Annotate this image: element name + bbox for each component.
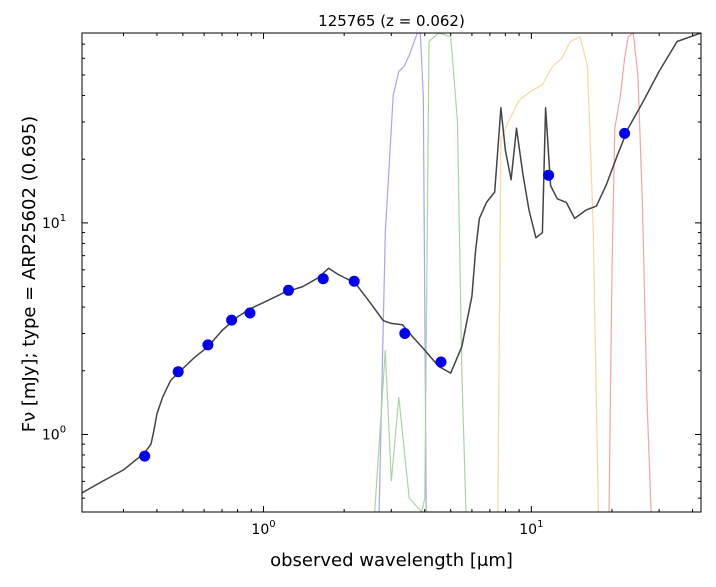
y-axis-ticks: 100 101 — [42, 43, 701, 499]
photometry-point-1 — [139, 450, 151, 462]
y-axis-label: Fν [mJy]; type = ARP25602 (0.695) — [19, 116, 40, 432]
filter-curve-1 — [378, 33, 427, 512]
x-tick-label-exponent: 0 — [269, 519, 275, 530]
filter-curve-4 — [608, 33, 652, 512]
y-tick-label: 100 — [42, 424, 66, 443]
filter-curve-2 — [374, 33, 467, 512]
photometry-point-4 — [226, 314, 238, 326]
plot-frame — [81, 32, 702, 513]
x-tick-label: 100 — [251, 519, 275, 538]
photometry-point-7 — [317, 273, 329, 285]
plot-area — [82, 33, 701, 512]
photometry-point-11 — [543, 169, 555, 181]
chart-title: 125765 (z = 0.062) — [318, 12, 465, 30]
photometry-point-6 — [283, 284, 294, 296]
model-sed-line — [82, 33, 701, 494]
x-axis-ticks: 100 101 — [122, 33, 694, 538]
photometry-point-9 — [399, 328, 411, 339]
photometry-point-8 — [348, 275, 360, 287]
photometry-point-10 — [435, 356, 447, 368]
filter-curve-3 — [497, 35, 599, 512]
photometry-point-2 — [172, 366, 184, 378]
filter-curves — [374, 33, 652, 512]
photometry-point-3 — [202, 339, 214, 351]
x-tick-label: 101 — [519, 519, 543, 538]
y-tick-label: 101 — [42, 213, 66, 232]
photometry-point-12 — [619, 127, 631, 139]
photometry-points — [139, 127, 631, 462]
photometry-point-5 — [244, 307, 256, 319]
y-tick-label-exponent: 1 — [60, 213, 66, 224]
x-tick-label-exponent: 1 — [537, 519, 543, 530]
y-tick-label-exponent: 0 — [60, 424, 66, 435]
x-axis-label: observed wavelength [μm] — [270, 550, 513, 571]
